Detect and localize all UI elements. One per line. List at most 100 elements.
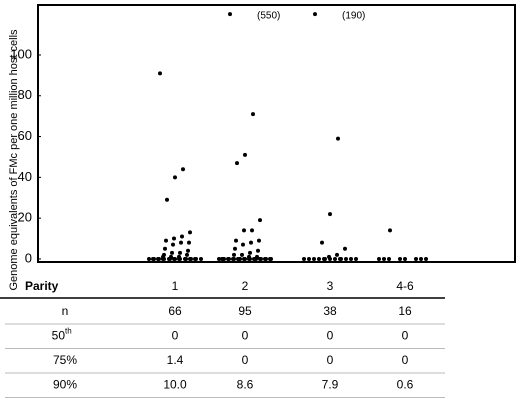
data-point <box>307 256 311 261</box>
data-point <box>183 256 187 261</box>
table-cell: 66 <box>168 304 182 318</box>
table-header-cell: 2 <box>242 279 249 293</box>
data-point <box>186 248 190 253</box>
table-header-cell: 3 <box>327 279 334 293</box>
table-header-label: Parity <box>25 279 59 293</box>
data-point <box>187 240 191 245</box>
table-cell: 0 <box>242 353 249 367</box>
data-point <box>242 256 246 261</box>
data-point <box>233 246 237 251</box>
data-point <box>320 240 324 245</box>
table-cell: 0 <box>242 329 249 343</box>
data-point <box>220 256 224 261</box>
data-point <box>173 175 177 180</box>
data-point <box>171 242 175 247</box>
data-point <box>263 256 267 261</box>
plot-frame <box>37 4 516 263</box>
data-point <box>250 228 254 233</box>
data-point <box>258 256 262 261</box>
data-point <box>317 256 321 261</box>
data-point <box>243 152 247 157</box>
data-point <box>179 240 183 245</box>
data-point <box>167 256 171 261</box>
table-cell: 0 <box>402 329 409 343</box>
data-point <box>156 256 160 261</box>
y-tick-label: 40 <box>18 169 32 184</box>
data-point <box>333 256 337 261</box>
data-point <box>387 256 391 261</box>
data-point <box>349 256 353 261</box>
data-point <box>313 12 317 17</box>
data-point <box>235 161 239 166</box>
data-point <box>242 228 246 233</box>
data-point <box>251 112 255 117</box>
y-tick-label: 80 <box>18 87 32 102</box>
data-point <box>161 256 165 261</box>
data-point <box>172 256 176 261</box>
annotation: (550) <box>257 11 280 22</box>
table-cell: 38 <box>323 304 337 318</box>
data-point <box>338 256 342 261</box>
data-point <box>256 248 260 253</box>
table-header-cell: 1 <box>172 279 179 293</box>
data-point <box>165 197 169 202</box>
data-point <box>234 238 238 243</box>
data-point <box>193 256 197 261</box>
row-label: 90% <box>53 378 77 392</box>
data-point <box>343 246 347 251</box>
table-cell: 7.9 <box>322 378 339 392</box>
data-point <box>232 252 236 257</box>
data-point <box>322 256 326 261</box>
data-point <box>388 228 392 233</box>
row-label: 75% <box>53 353 77 367</box>
data-point <box>252 256 256 261</box>
data-point <box>414 256 418 261</box>
data-point <box>419 256 423 261</box>
data-point <box>354 256 358 261</box>
data-point <box>172 236 176 241</box>
table-cell: 1.4 <box>167 353 184 367</box>
table-cell: 16 <box>398 304 412 318</box>
data-point <box>247 256 251 261</box>
row-label-sup: th <box>65 327 72 336</box>
data-point <box>241 242 245 247</box>
data-point <box>181 167 185 172</box>
table-cell: 0.6 <box>397 378 414 392</box>
data-point <box>424 256 428 261</box>
annotation: (190) <box>342 11 365 22</box>
data-point <box>178 250 182 255</box>
data-point <box>257 238 261 243</box>
data-point <box>226 256 230 261</box>
y-tick-label: 60 <box>18 128 32 143</box>
data-point <box>217 256 221 261</box>
data-point <box>236 256 240 261</box>
row-label: n <box>62 304 69 318</box>
table-header-cell: 4-6 <box>396 279 414 293</box>
data-point <box>231 256 235 261</box>
data-point <box>344 256 348 261</box>
y-tick-label: 100 <box>10 46 32 61</box>
data-point <box>398 256 402 261</box>
y-tick-label: 0 <box>25 250 32 265</box>
data-point <box>328 212 332 217</box>
data-point <box>258 218 262 223</box>
data-point <box>377 256 381 261</box>
data-point <box>382 256 386 261</box>
data-point <box>228 12 232 17</box>
data-point <box>302 256 306 261</box>
data-point <box>328 256 332 261</box>
data-point <box>248 250 252 255</box>
data-point <box>177 256 181 261</box>
table-cell: 0 <box>327 329 334 343</box>
row-label: 50 <box>52 329 66 343</box>
data-point <box>151 256 155 261</box>
table-cell: 0 <box>172 329 179 343</box>
data-point <box>335 252 339 257</box>
data-point <box>180 234 184 239</box>
data-point <box>158 71 162 76</box>
table-cell: 10.0 <box>163 378 187 392</box>
table-cell: 8.6 <box>237 378 254 392</box>
data-point <box>164 238 168 243</box>
data-point <box>188 230 192 235</box>
